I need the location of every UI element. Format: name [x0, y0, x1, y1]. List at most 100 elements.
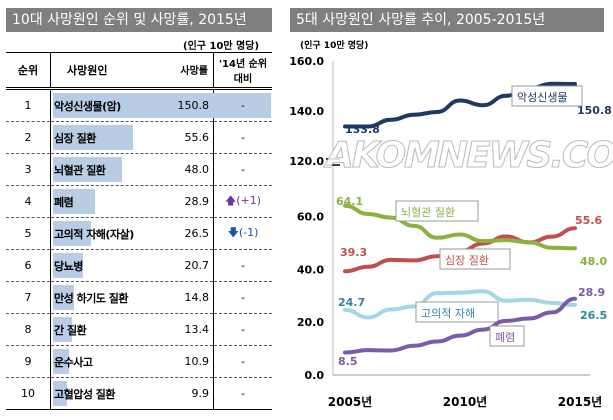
- change-value: (-1): [238, 226, 259, 239]
- end-value-label: 48.0: [580, 255, 607, 268]
- header-change: '14년 순위 대비: [213, 52, 272, 90]
- cause-cell: 고혈압성 질환 9.9: [50, 377, 214, 410]
- cause-cell: 악성신생물(암) 150.8: [50, 88, 271, 122]
- cause-cell: 폐렴 28.9: [50, 185, 214, 218]
- cause-cell: 당뇨병 20.7: [50, 249, 214, 282]
- x-tick-label: 2010년: [443, 395, 487, 409]
- rate-value: 14.8: [184, 291, 210, 304]
- change-cell: 🡇(-1): [213, 217, 272, 250]
- change-cell: 🡅(+1): [213, 185, 272, 218]
- cause-name: 폐렴: [54, 195, 74, 209]
- table-row: 9 운수사고 10.9 -: [6, 345, 272, 378]
- change-cell: -: [213, 281, 272, 314]
- line-chart: (인구 10만 명당) 160.0 140.0 120.0 60.0 40.0 20.0 0.…: [289, 39, 612, 409]
- y-tick-label: 120.0: [289, 155, 324, 168]
- rate-value: 20.7: [184, 259, 210, 272]
- x-tick-label: 2005년: [328, 395, 372, 409]
- rate-bar: [53, 221, 91, 246]
- table-row: 10 고혈압성 질환 9.9 -: [6, 377, 272, 410]
- y-unit-label: (인구 10만 명당): [300, 39, 368, 51]
- start-value-label: 64.1: [336, 195, 363, 208]
- rank-cell: 3: [6, 153, 51, 186]
- cause-cell: 만성 하기도 질환 14.8: [50, 281, 214, 314]
- change-value: -: [241, 163, 245, 176]
- table-row: 3 뇌혈관 질환 48.0 -: [6, 153, 272, 186]
- series-name-label: 뇌혈관 질환: [401, 205, 455, 219]
- rank-cell: 7: [6, 281, 51, 314]
- cause-name: 고혈압성 질환: [54, 387, 116, 401]
- series-name-label: 심장 질환: [445, 254, 489, 267]
- arrow-down-icon: 🡇: [227, 226, 239, 239]
- rate-bar: [53, 349, 69, 374]
- rank-cell: 9: [6, 345, 51, 378]
- header-cause: 사망원인: [67, 64, 108, 77]
- table-row: 6 당뇨병 20.7 -: [6, 249, 272, 282]
- table-title: 10대 사망원인 순위 및 사망률, 2015년: [6, 8, 272, 32]
- cause-name: 만성 하기도 질환: [54, 291, 129, 305]
- end-value-label: 55.6: [575, 214, 602, 227]
- header-cause-rate: 사망원인 사망률: [50, 52, 214, 90]
- y-tick-label: 40.0: [297, 263, 324, 276]
- rate-bar: [53, 125, 133, 150]
- x-tick-label: 2015년: [558, 395, 602, 409]
- end-value-label: 150.8: [577, 104, 612, 117]
- header-rate: 사망률: [180, 66, 208, 77]
- watermark: AKOMNEWS.COM: [326, 135, 613, 176]
- arrow-up-icon: 🡅: [224, 194, 237, 207]
- start-value-label: 8.5: [338, 355, 358, 368]
- rate-bar: [53, 285, 74, 310]
- change-value: -: [241, 259, 245, 272]
- table-row: 7 만성 하기도 질환 14.8 -: [6, 281, 272, 314]
- series-legend-box: [511, 85, 583, 107]
- y-tick-label: 140.0: [289, 105, 324, 118]
- rate-value: 10.9: [184, 355, 210, 368]
- rate-value: 13.4: [184, 323, 210, 336]
- rate-bar: [53, 157, 122, 182]
- change-cell: -: [213, 313, 272, 346]
- start-value-label: 133.8: [345, 123, 380, 136]
- rank-cell: 4: [6, 185, 51, 218]
- rank-cell: 1: [6, 88, 51, 122]
- series-name-label: 악성신생물: [517, 91, 568, 104]
- cause-cell: 심장 질환 55.6: [50, 121, 214, 154]
- series-line: [343, 289, 577, 320]
- table-row: 8 간 질환 13.4 -: [6, 313, 272, 346]
- y-tick-label: 20.0: [297, 316, 324, 329]
- cause-cell: 간 질환 13.4: [50, 313, 214, 346]
- cause-name: 당뇨병: [54, 259, 83, 273]
- cause-cell: 뇌혈관 질환 48.0: [50, 153, 214, 186]
- header-rank: 순위: [6, 52, 51, 90]
- table-unit: (인구 10만 명당): [183, 41, 260, 52]
- table-row: 4 폐렴 28.9 🡅(+1): [6, 185, 272, 218]
- end-value-label: 26.5: [580, 309, 607, 322]
- change-value: -: [241, 355, 245, 368]
- cause-name: 간 질환: [54, 323, 87, 337]
- change-value: -: [241, 131, 245, 144]
- rank-cell: 10: [6, 377, 51, 410]
- rate-value: 9.9: [191, 387, 210, 400]
- rank-cell: 2: [6, 121, 51, 154]
- series-line: [343, 203, 577, 251]
- cause-cell: 고의적 자해(자살) 26.5: [50, 217, 214, 250]
- cause-name: 고의적 자해(자살): [54, 227, 134, 241]
- cause-name: 악성신생물(암): [54, 99, 121, 113]
- rank-cell: 5: [6, 217, 51, 250]
- change-cell: -: [213, 249, 272, 282]
- rate-value: 28.9: [184, 195, 210, 208]
- rate-value: 48.0: [184, 163, 210, 176]
- cause-cell: 운수사고 10.9: [50, 345, 214, 378]
- series-line: [343, 296, 577, 355]
- change-value: -: [241, 387, 245, 400]
- cause-name: 뇌혈관 질환: [54, 163, 106, 177]
- series-name-label: 폐렴: [495, 331, 515, 344]
- table-row: 2 심장 질환 55.6 -: [6, 121, 272, 154]
- rate-bar: [53, 381, 67, 406]
- rate-bar: [53, 317, 72, 342]
- rank-cell: 8: [6, 313, 51, 346]
- series-legend-box: [395, 200, 479, 222]
- change-cell: -: [213, 345, 272, 378]
- change-value: -: [241, 323, 245, 336]
- change-cell: -: [213, 153, 272, 186]
- death-cause-table: 순위 사망원인 사망률 '14년 순위 대비 1 악성신생물(암) 150.8 -2…: [6, 52, 272, 410]
- start-value-label: 39.3: [340, 246, 367, 259]
